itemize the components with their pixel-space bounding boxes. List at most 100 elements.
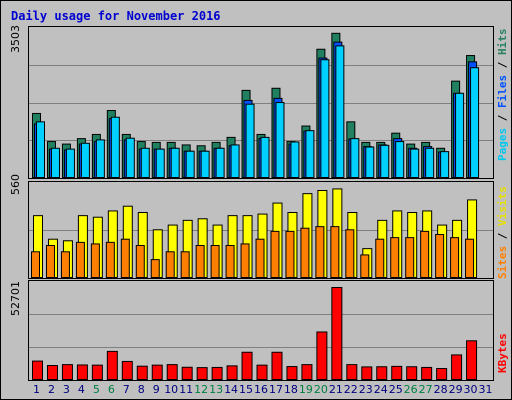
day-label: 9 <box>153 383 160 396</box>
pages-bar <box>230 144 240 178</box>
sites-bar <box>270 230 280 278</box>
sites-bar <box>375 238 385 278</box>
pages-bar <box>155 148 165 178</box>
day-label: 21 <box>329 383 343 396</box>
kbytes-bar <box>331 287 343 380</box>
day-label: 16 <box>254 383 268 396</box>
kbytes-bar <box>406 366 418 380</box>
day-label: 22 <box>344 383 358 396</box>
pages-bar <box>185 150 195 178</box>
sites-bar <box>330 226 340 278</box>
pages-bar <box>290 141 300 178</box>
day-label: 18 <box>284 383 298 396</box>
sites-bar <box>255 238 265 278</box>
sites-bar <box>420 230 430 278</box>
day-label: 20 <box>314 383 328 396</box>
visits-max-label: 560 <box>9 174 22 195</box>
pages-bar <box>200 150 210 178</box>
day-label: 1 <box>33 383 40 396</box>
kbytes-bar <box>301 364 313 380</box>
sites-bar <box>60 251 70 278</box>
chart-title: Daily usage for November 2016 <box>11 9 221 23</box>
kbytes-max-label: 52701 <box>9 281 22 316</box>
pages-bar <box>65 148 75 178</box>
visits-sites-panel <box>28 181 494 279</box>
sites-bar <box>435 234 445 278</box>
day-label: 29 <box>449 383 463 396</box>
sites-bar <box>315 226 325 278</box>
pages-bar <box>80 142 90 178</box>
sites-bar <box>120 238 130 278</box>
legend-part-middle-1: / <box>496 226 509 246</box>
sites-bar <box>75 241 85 278</box>
kbytes-bar <box>226 365 238 380</box>
day-label: 26 <box>404 383 418 396</box>
kbytes-bar <box>361 366 373 380</box>
pages-bar <box>140 147 150 178</box>
day-label: 5 <box>93 383 100 396</box>
sites-bar <box>165 251 175 278</box>
kbytes-bar <box>121 360 133 380</box>
kbytes-legend: KBytes <box>496 333 509 373</box>
kbytes-bar <box>211 366 223 380</box>
pages-files-hits-legend: Pages / Files / Hits <box>496 29 509 162</box>
pages-bar <box>260 136 270 178</box>
pages-bar <box>245 103 255 178</box>
kbytes-bar <box>106 350 118 380</box>
hits-files-pages-plot <box>29 32 493 178</box>
sites-bar <box>210 245 220 278</box>
day-label: 17 <box>269 383 283 396</box>
kbytes-bar <box>346 364 358 380</box>
day-axis: 1 2 3 4 5 6 7 8 9 10 11 12 13 14 15 16 17 18 19 20 21 22 23 24 2… <box>33 383 493 396</box>
legend-part-bottom-0: KBytes <box>496 333 509 373</box>
day-label: 19 <box>299 383 313 396</box>
sites-bar <box>180 251 190 278</box>
day-label: 12 <box>194 383 208 396</box>
sites-bar <box>450 237 460 278</box>
visits-sites-plot <box>29 188 493 278</box>
day-label: 4 <box>78 383 85 396</box>
day-label: 27 <box>419 383 433 396</box>
day-label: 30 <box>464 383 478 396</box>
sites-bar <box>150 259 160 278</box>
pages-bar <box>36 121 45 178</box>
legend-part-top-4: Hits <box>496 28 509 56</box>
kbytes-plot <box>29 287 493 380</box>
legend-part-top-1: / <box>496 108 509 128</box>
pages-bar <box>50 147 60 178</box>
sites-bar <box>45 245 55 278</box>
kbytes-bar <box>46 365 58 380</box>
kbytes-bar <box>271 351 283 380</box>
kbytes-bar <box>286 366 298 380</box>
pages-bar <box>455 92 465 178</box>
hits-max-label: 3503 <box>9 25 22 53</box>
sites-bar <box>225 245 235 278</box>
sites-bar <box>300 227 310 278</box>
sites-bar <box>390 237 400 278</box>
kbytes-bar <box>196 367 208 380</box>
legend-part-top-0: Pages <box>496 127 509 161</box>
hits-files-pages-panel <box>28 26 494 179</box>
pages-bar <box>95 139 105 178</box>
sites-bar <box>135 245 145 278</box>
pages-bar <box>380 144 390 178</box>
legend-part-top-2: Files <box>496 74 509 108</box>
kbytes-bar <box>316 331 328 380</box>
pages-bar <box>305 130 315 178</box>
legend-part-middle-2: Visits <box>496 186 509 226</box>
kbytes-bar <box>391 365 403 380</box>
day-label: 13 <box>209 383 223 396</box>
day-label: 11 <box>179 383 193 396</box>
sites-bar <box>465 238 475 278</box>
pages-bar <box>395 141 405 178</box>
day-label: 24 <box>374 383 388 396</box>
day-label: 7 <box>123 383 130 396</box>
kbytes-bar <box>436 368 448 380</box>
pages-bar <box>470 67 480 178</box>
day-label: 23 <box>359 383 373 396</box>
sites-bar <box>285 230 295 278</box>
day-label: 3 <box>63 383 70 396</box>
kbytes-bar <box>32 360 43 380</box>
day-label: 8 <box>138 383 145 396</box>
pages-bar <box>440 151 450 178</box>
